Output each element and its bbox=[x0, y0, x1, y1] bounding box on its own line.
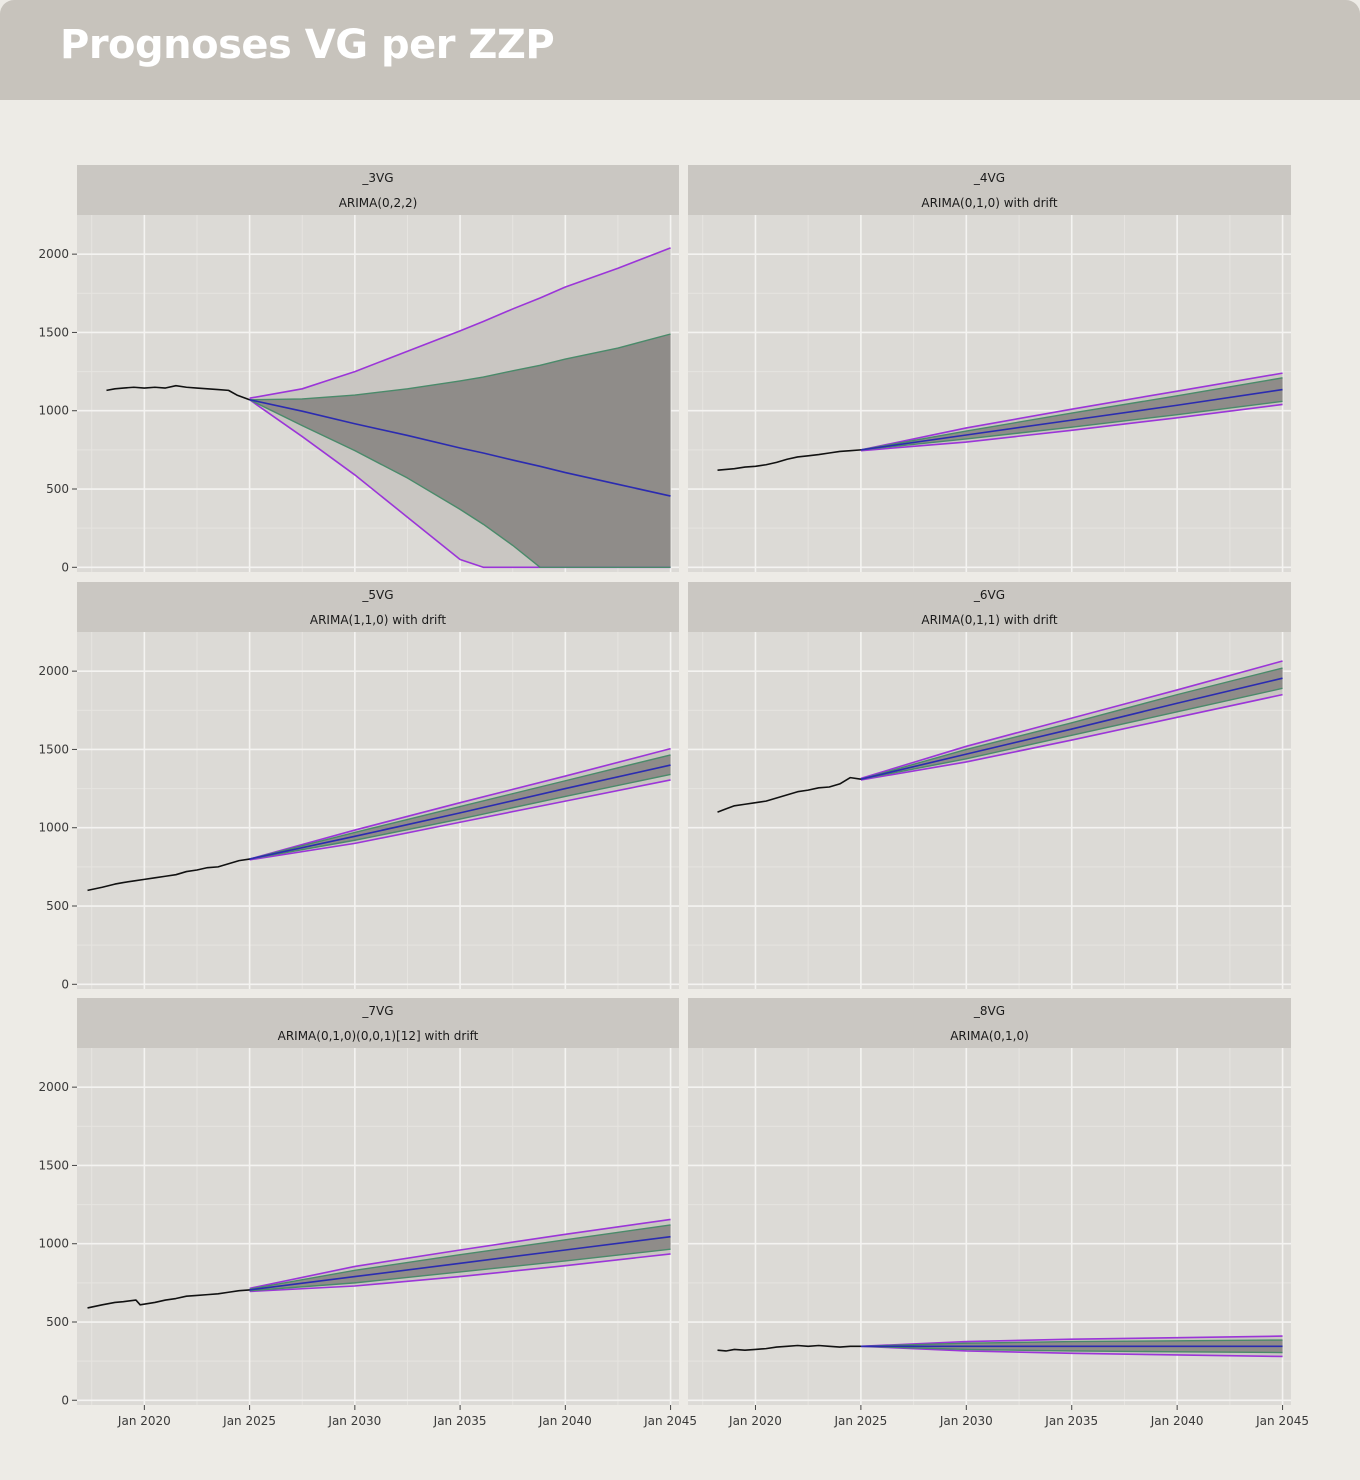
x-tick-label: Jan 2035 bbox=[1044, 1414, 1098, 1428]
facet-strip bbox=[77, 165, 679, 215]
pi80-upper-line bbox=[249, 333, 671, 401]
history-line bbox=[87, 1289, 250, 1309]
pi95-lower-line bbox=[249, 779, 671, 861]
pi80-upper-line bbox=[860, 377, 1283, 451]
history-line bbox=[717, 1344, 861, 1352]
pi80-lower-line bbox=[249, 773, 671, 860]
facet-name: _7VG bbox=[361, 1004, 393, 1018]
title-bar: Prognoses VG per ZZP bbox=[0, 0, 1360, 100]
facet-name: _3VG bbox=[361, 171, 393, 185]
y-tick-label: 1500 bbox=[38, 325, 69, 339]
facet-model: ARIMA(0,1,0)(0,0,1)[12] with drift bbox=[278, 1029, 479, 1043]
facet-strip bbox=[77, 582, 679, 632]
pi80-upper-line bbox=[249, 754, 671, 860]
forecast-mean-line bbox=[860, 388, 1283, 451]
facet-strip bbox=[688, 998, 1291, 1048]
x-tick-label: Jan 2025 bbox=[222, 1414, 276, 1428]
y-tick-label: 1500 bbox=[38, 742, 69, 756]
pi95-upper-line bbox=[249, 247, 671, 399]
history-line bbox=[717, 449, 861, 472]
panel-background bbox=[77, 1048, 679, 1405]
pi95-upper-line bbox=[860, 372, 1283, 451]
y-tick-label: 1000 bbox=[38, 1237, 69, 1251]
facet-strip bbox=[77, 998, 679, 1048]
x-tick-label: Jan 2030 bbox=[939, 1414, 993, 1428]
forecast-mean-line bbox=[249, 764, 671, 860]
y-tick-label: 500 bbox=[46, 1315, 69, 1329]
forecast-mean-line bbox=[249, 398, 671, 497]
y-tick-label: 0 bbox=[61, 560, 69, 574]
facet-model: ARIMA(0,1,1) with drift bbox=[921, 613, 1058, 627]
facet-name: _5VG bbox=[361, 588, 393, 602]
pi95-upper-line bbox=[249, 747, 671, 860]
y-tick-label: 2000 bbox=[38, 664, 69, 678]
pi80-band bbox=[249, 1224, 671, 1291]
history-line bbox=[717, 776, 862, 813]
panel-background bbox=[77, 632, 679, 989]
x-tick-label: Jan 2035 bbox=[433, 1414, 487, 1428]
y-tick-label: 500 bbox=[46, 899, 69, 913]
history-line bbox=[87, 858, 250, 892]
pi80-lower-line bbox=[860, 687, 1283, 780]
y-tick-label: 1000 bbox=[38, 821, 69, 835]
pi95-lower-line bbox=[860, 403, 1283, 452]
pi95-upper-line bbox=[249, 1218, 671, 1290]
pi80-band bbox=[249, 334, 671, 568]
facet-strip bbox=[688, 582, 1291, 632]
x-tick-label: Jan 2025 bbox=[833, 1414, 887, 1428]
x-tick-label: Jan 2045 bbox=[1255, 1414, 1309, 1428]
y-tick-label: 0 bbox=[61, 1393, 69, 1407]
facet-name: _6VG bbox=[973, 588, 1005, 602]
facet-strip bbox=[688, 165, 1291, 215]
pi80-lower-line bbox=[860, 1345, 1283, 1354]
x-tick-label: Jan 2045 bbox=[643, 1414, 697, 1428]
x-tick-label: Jan 2020 bbox=[117, 1414, 171, 1428]
pi80-lower-line bbox=[249, 1248, 671, 1292]
page-title: Prognoses VG per ZZP bbox=[60, 22, 555, 68]
forecast-mean-line bbox=[860, 677, 1283, 780]
y-tick-label: 500 bbox=[46, 482, 69, 496]
pi95-lower-line bbox=[249, 1253, 671, 1293]
pi80-upper-line bbox=[860, 667, 1283, 780]
y-tick-label: 1500 bbox=[38, 1158, 69, 1172]
x-tick-label: Jan 2040 bbox=[538, 1414, 592, 1428]
pi80-lower-line bbox=[860, 400, 1283, 451]
y-tick-label: 1000 bbox=[38, 404, 69, 418]
facet-model: ARIMA(0,1,0) with drift bbox=[921, 196, 1058, 210]
y-tick-label: 2000 bbox=[38, 247, 69, 261]
pi95-upper-line bbox=[860, 1335, 1283, 1348]
y-tick-label: 0 bbox=[61, 977, 69, 991]
pi80-upper-line bbox=[860, 1339, 1283, 1347]
facet-name: _8VG bbox=[973, 1004, 1005, 1018]
pi95-lower-line bbox=[860, 1345, 1283, 1358]
y-tick-label: 2000 bbox=[38, 1080, 69, 1094]
facet-model: ARIMA(0,1,0) bbox=[950, 1029, 1029, 1043]
pi80-upper-line bbox=[249, 1224, 671, 1290]
forecast-mean-line bbox=[249, 1235, 671, 1291]
x-tick-label: Jan 2040 bbox=[1150, 1414, 1204, 1428]
history-line bbox=[106, 384, 250, 401]
x-tick-label: Jan 2020 bbox=[728, 1414, 782, 1428]
pi80-band bbox=[860, 668, 1283, 780]
pi95-lower-line bbox=[860, 693, 1283, 781]
facet-model: ARIMA(0,2,2) bbox=[339, 196, 418, 210]
pi95-upper-line bbox=[860, 660, 1283, 780]
facet-name: _4VG bbox=[973, 171, 1005, 185]
facet-model: ARIMA(1,1,0) with drift bbox=[310, 613, 447, 627]
x-tick-label: Jan 2030 bbox=[327, 1414, 381, 1428]
pi80-lower-line bbox=[249, 399, 671, 569]
